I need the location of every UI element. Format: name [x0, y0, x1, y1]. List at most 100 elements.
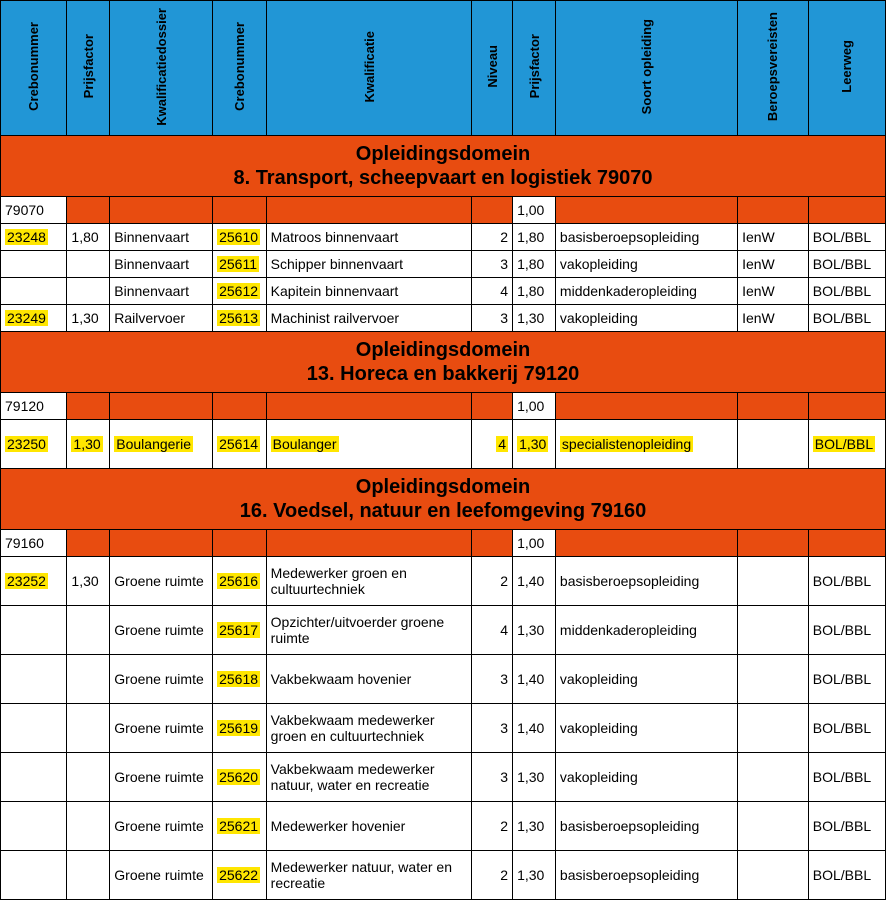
cell — [1, 851, 67, 900]
cell: 25621 — [213, 802, 267, 851]
cell: 3 — [472, 251, 513, 278]
cell — [213, 530, 267, 557]
cell: IenW — [738, 251, 809, 278]
cell — [738, 851, 809, 900]
cell — [472, 530, 513, 557]
cell: BOL/BBL — [808, 557, 885, 606]
cell: 1,30 — [513, 420, 556, 469]
cell: Binnenvaart — [110, 278, 213, 305]
cell — [110, 197, 213, 224]
cell: BOL/BBL — [808, 224, 885, 251]
cell: 1,00 — [513, 197, 556, 224]
cell — [67, 278, 110, 305]
cell: BOL/BBL — [808, 851, 885, 900]
cell: Vakbekwaam medewerker natuur, water en r… — [266, 753, 472, 802]
cell: 23249 — [1, 305, 67, 332]
cell — [213, 393, 267, 420]
cell — [738, 393, 809, 420]
cell: BOL/BBL — [808, 704, 885, 753]
domain-code-row: 791601,00 — [1, 530, 886, 557]
cell: 23248 — [1, 224, 67, 251]
cell — [1, 278, 67, 305]
cell: Groene ruimte — [110, 606, 213, 655]
col-header: Beroepsvereisten — [738, 1, 809, 136]
cell: Groene ruimte — [110, 704, 213, 753]
cell: Medewerker groen en cultuurtechniek — [266, 557, 472, 606]
cell: 25622 — [213, 851, 267, 900]
table-row: Groene ruimte25617Opzichter/uitvoerder g… — [1, 606, 886, 655]
cell — [266, 530, 472, 557]
cell: Railvervoer — [110, 305, 213, 332]
col-header: Soort opleiding — [555, 1, 737, 136]
cell: 1,30 — [513, 305, 556, 332]
table-row: Groene ruimte25621Medewerker hovenier21,… — [1, 802, 886, 851]
cell — [472, 393, 513, 420]
cell: IenW — [738, 278, 809, 305]
cell: Groene ruimte — [110, 802, 213, 851]
cell: 2 — [472, 802, 513, 851]
cell — [738, 655, 809, 704]
cell — [808, 197, 885, 224]
header-row: CrebonummerPrijsfactorKwalificatiedossie… — [1, 1, 886, 136]
cell — [1, 606, 67, 655]
col-header: Crebonummer — [213, 1, 267, 136]
cell: Groene ruimte — [110, 851, 213, 900]
cell: 1,00 — [513, 530, 556, 557]
cell: Binnenvaart — [110, 224, 213, 251]
cell — [738, 753, 809, 802]
cell: 79070 — [1, 197, 67, 224]
col-header: Crebonummer — [1, 1, 67, 136]
table-row: Groene ruimte25619Vakbekwaam medewerker … — [1, 704, 886, 753]
cell — [67, 197, 110, 224]
cell: BOL/BBL — [808, 278, 885, 305]
cell: Machinist railvervoer — [266, 305, 472, 332]
cell: 4 — [472, 278, 513, 305]
cell — [1, 704, 67, 753]
cell: 1,00 — [513, 393, 556, 420]
table-row: 232501,30Boulangerie25614Boulanger41,30s… — [1, 420, 886, 469]
cell: vakopleiding — [555, 753, 737, 802]
cell — [67, 704, 110, 753]
cell — [738, 802, 809, 851]
cell: 2 — [472, 851, 513, 900]
cell — [1, 655, 67, 704]
cell — [67, 530, 110, 557]
table-row: Groene ruimte25622Medewerker natuur, wat… — [1, 851, 886, 900]
cell — [110, 530, 213, 557]
cell — [67, 606, 110, 655]
cell: 23250 — [1, 420, 67, 469]
cell: Groene ruimte — [110, 753, 213, 802]
cell: BOL/BBL — [808, 251, 885, 278]
cell: 79120 — [1, 393, 67, 420]
cell: 25619 — [213, 704, 267, 753]
table-row: 232491,30Railvervoer25613Machinist railv… — [1, 305, 886, 332]
cell: 2 — [472, 557, 513, 606]
cell: 1,40 — [513, 655, 556, 704]
cell — [555, 197, 737, 224]
cell: vakopleiding — [555, 655, 737, 704]
cell — [67, 753, 110, 802]
cell — [738, 606, 809, 655]
cell — [738, 197, 809, 224]
cell: Boulangerie — [110, 420, 213, 469]
cell: 1,80 — [67, 224, 110, 251]
cell: IenW — [738, 305, 809, 332]
cell — [266, 197, 472, 224]
cell — [738, 530, 809, 557]
cell: 1,40 — [513, 557, 556, 606]
cell: basisberoepsopleiding — [555, 224, 737, 251]
cell — [1, 802, 67, 851]
cell: 25617 — [213, 606, 267, 655]
cell: 1,80 — [513, 278, 556, 305]
cell: BOL/BBL — [808, 420, 885, 469]
table-row: Groene ruimte25618Vakbekwaam hovenier31,… — [1, 655, 886, 704]
cell: vakopleiding — [555, 704, 737, 753]
cell — [213, 197, 267, 224]
cell: Opzichter/uitvoerder groene ruimte — [266, 606, 472, 655]
cell — [808, 393, 885, 420]
opleidingen-table: CrebonummerPrijsfactorKwalificatiedossie… — [0, 0, 886, 900]
table-row: Groene ruimte25620Vakbekwaam medewerker … — [1, 753, 886, 802]
cell: 25620 — [213, 753, 267, 802]
cell — [738, 704, 809, 753]
domain-header: Opleidingsdomein8. Transport, scheepvaar… — [1, 136, 886, 197]
